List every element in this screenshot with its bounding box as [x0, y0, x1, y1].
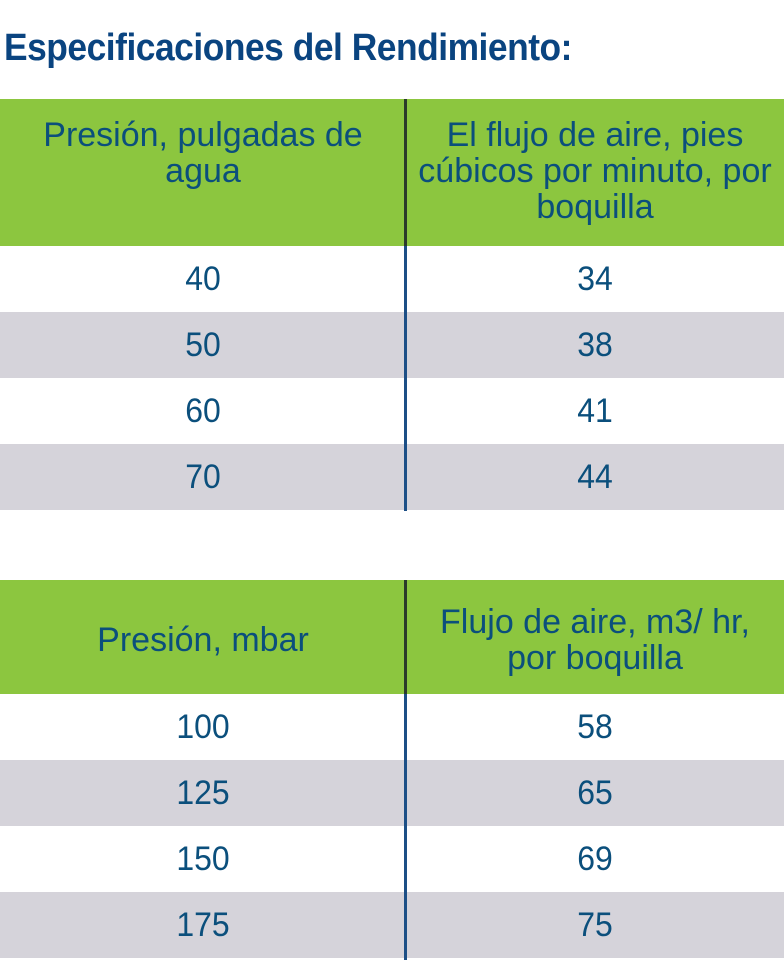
table-row: 60 41	[0, 378, 784, 444]
column-divider	[404, 580, 407, 960]
column-header-pressure: Presión, pulgadas de agua	[43, 116, 363, 190]
column-header-pressure: Presión, mbar	[97, 621, 309, 659]
column-header-airflow: Flujo de aire, m3/ hr, por boquilla	[440, 603, 750, 677]
pressure-cell: 150	[176, 840, 230, 878]
header-column-divider	[404, 99, 407, 246]
table-row: 70 44	[0, 444, 784, 510]
page-title: Especificaciones del Rendimiento:	[4, 27, 572, 69]
table-row: 50 38	[0, 312, 784, 378]
table-row: 40 34	[0, 246, 784, 312]
airflow-cell: 41	[577, 392, 613, 430]
table-header-row: Presión, pulgadas de agua El flujo de ai…	[0, 99, 784, 246]
airflow-cell: 69	[577, 840, 613, 878]
table-row: 175 75	[0, 892, 784, 958]
column-header-airflow: El flujo de aire, pies cúbicos por minut…	[418, 116, 772, 226]
table-row: 150 69	[0, 826, 784, 892]
table-header-row: Presión, mbar Flujo de aire, m3/ hr, por…	[0, 580, 784, 694]
table-row: 100 58	[0, 694, 784, 760]
pressure-cell: 70	[185, 458, 221, 496]
header-column-divider	[404, 580, 407, 694]
airflow-cell: 44	[577, 458, 613, 496]
pressure-cell: 60	[185, 392, 221, 430]
airflow-cell: 38	[577, 326, 613, 364]
performance-table-imperial: Presión, pulgadas de agua El flujo de ai…	[0, 99, 784, 511]
column-divider	[404, 99, 407, 511]
table-row: 125 65	[0, 760, 784, 826]
pressure-cell: 50	[185, 326, 221, 364]
airflow-cell: 58	[577, 708, 613, 746]
pressure-cell: 125	[176, 774, 230, 812]
airflow-cell: 65	[577, 774, 613, 812]
pressure-cell: 175	[176, 906, 230, 944]
pressure-cell: 100	[176, 708, 230, 746]
airflow-cell: 34	[577, 260, 613, 298]
pressure-cell: 40	[185, 260, 221, 298]
airflow-cell: 75	[577, 906, 613, 944]
performance-table-metric: Presión, mbar Flujo de aire, m3/ hr, por…	[0, 580, 784, 960]
